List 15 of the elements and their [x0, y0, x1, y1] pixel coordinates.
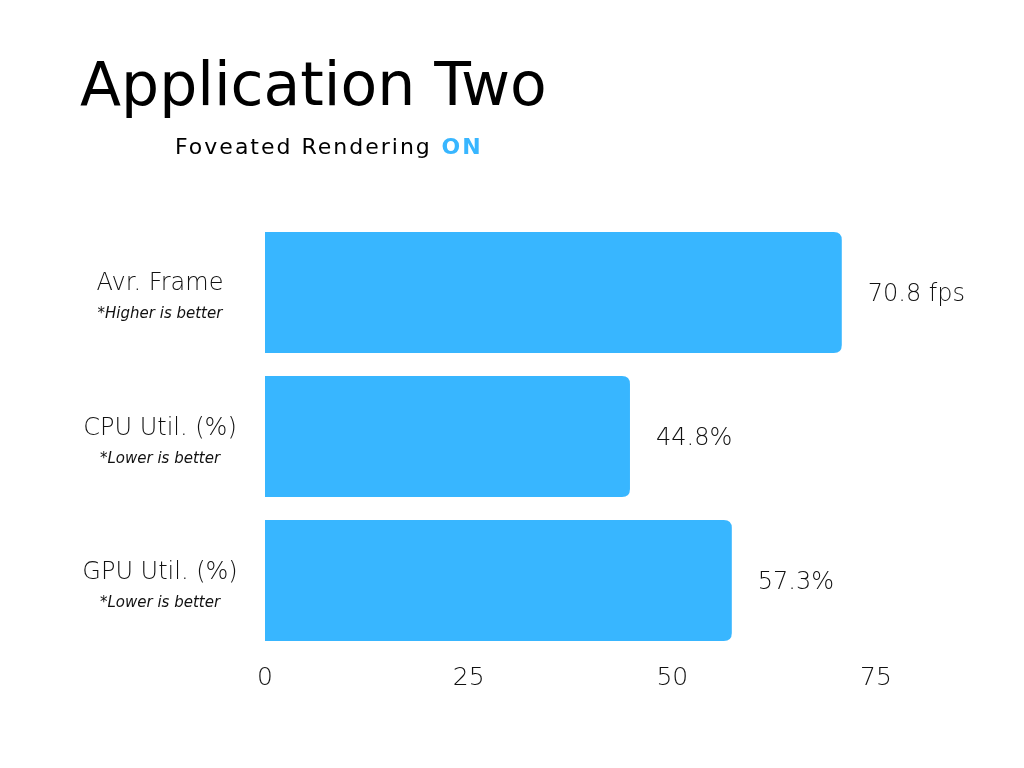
y-tick-label: CPU Util. (%) *Lower is better	[83, 412, 237, 467]
data-label: 57.3%	[757, 566, 835, 595]
chart-subtitle: Foveated Rendering ON	[175, 134, 483, 159]
bar	[265, 520, 732, 641]
data-label: 44.8%	[655, 422, 733, 451]
x-tick-label: 25	[452, 662, 485, 691]
x-tick-label: 0	[257, 662, 273, 691]
y-tick-label: GPU Util. (%) *Lower is better	[82, 556, 238, 611]
y-tick-label: Avr. Frame *Higher is better	[96, 268, 224, 323]
bar	[265, 232, 842, 353]
data-label: 70.8 fps	[867, 278, 966, 307]
bar	[265, 376, 630, 497]
x-tick-label: 75	[860, 662, 892, 691]
x-tick-label: 50	[656, 662, 689, 691]
chart-title: Application Two	[80, 49, 547, 119]
